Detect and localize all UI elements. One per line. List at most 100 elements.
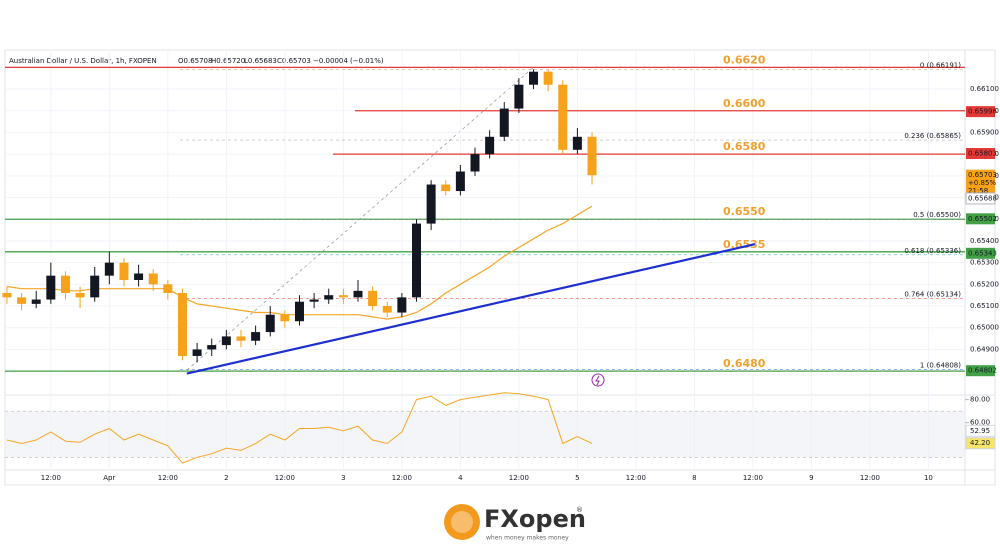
logo-icon: [444, 504, 480, 540]
x-tick-label: 12:00: [860, 474, 880, 482]
x-tick-label: 5: [575, 474, 579, 482]
level-label: 0.6535: [723, 238, 765, 251]
candle-body: [104, 262, 114, 276]
candle-body: [587, 136, 597, 176]
price-tag-label: 0.65996: [968, 108, 997, 116]
price-tag: [966, 148, 995, 159]
candle-body: [75, 293, 85, 298]
candle-body: [60, 275, 70, 294]
y-tick-label: 0.65100: [970, 302, 999, 310]
event-bolt: [595, 375, 600, 386]
y-tick-label: 0.66100: [970, 85, 999, 93]
price-tag-label: 0.65803: [968, 150, 997, 158]
level-label: 0.6580: [723, 140, 766, 153]
candle-body: [163, 284, 173, 294]
level-label: 0.6550: [723, 205, 766, 218]
x-tick-label: Apr: [103, 474, 115, 482]
candle-body: [499, 108, 509, 137]
fib-label: 0.764 (0.65134): [904, 291, 961, 299]
x-tick-label: 12:00: [743, 474, 763, 482]
rsi-tick-label: 60.00: [970, 419, 990, 427]
x-tick-label: 3: [341, 474, 345, 482]
candle-body: [338, 295, 348, 298]
candle-body: [31, 299, 41, 304]
candle-body: [251, 332, 261, 341]
candle-body: [411, 223, 421, 298]
candle-body: [368, 290, 378, 307]
candle-body: [324, 295, 334, 300]
fib-label: 0.5 (0.65500): [913, 211, 961, 219]
candle-body: [46, 275, 56, 300]
price-tag-extra: 21:58: [968, 187, 988, 195]
candle-body: [470, 154, 480, 172]
candle-body: [2, 293, 12, 298]
candle-body: [353, 290, 363, 298]
ohlc-value: O0.65708: [178, 57, 212, 65]
candle-body: [90, 275, 100, 298]
price-tag-label: 0.65502: [968, 215, 997, 223]
fib-label: 0 (0.66191): [920, 61, 961, 69]
candle-body: [441, 184, 451, 192]
x-tick-label: 2: [224, 474, 228, 482]
candle-body: [177, 293, 187, 356]
fib-label: 0.618 (0.65336): [904, 247, 961, 255]
candle-body: [558, 84, 568, 150]
ohlc-value: −0.00004 (−0.01%): [313, 57, 384, 65]
candle-body: [426, 184, 436, 224]
rsi-band: [5, 411, 965, 458]
candle-body: [207, 345, 217, 350]
candle-body: [148, 273, 158, 285]
fib-label: 1 (0.64808): [920, 361, 961, 369]
price-tag: [966, 106, 995, 118]
ohlc-value: C0.65703: [277, 57, 311, 65]
candle-body: [17, 297, 27, 304]
tagline: when money makes money: [486, 535, 569, 542]
x-tick-label: 12:00: [392, 474, 412, 482]
price-tag: [966, 365, 995, 377]
price-tag-label: 0.65343: [968, 249, 997, 257]
price-tag-label: 0.65688: [968, 194, 997, 202]
candle-body: [192, 349, 202, 356]
x-tick-label: 12:00: [41, 474, 61, 482]
x-tick-label: 10: [924, 474, 933, 482]
candle-body: [485, 136, 495, 155]
y-tick-label: 0.64900: [970, 345, 999, 353]
rsi-line: [6, 392, 593, 464]
price-tag: [965, 192, 996, 205]
candle-body: [382, 306, 392, 313]
candle-body: [294, 301, 304, 322]
candle-body: [134, 273, 144, 280]
y-tick-label: 0.65200: [970, 280, 999, 288]
ohlc-value: L0.65683: [244, 57, 277, 65]
x-tick-label: 12:00: [158, 474, 178, 482]
candle-body: [455, 171, 465, 192]
price-tag-extra: +0.85%: [968, 179, 996, 187]
level-label: 0.6600: [723, 97, 766, 110]
event-icon: [591, 373, 605, 387]
price-tag-label: 0.64802: [968, 367, 997, 375]
candle-body: [280, 314, 290, 322]
trendline: [186, 243, 756, 375]
candle-body: [397, 297, 407, 313]
candle-body: [236, 336, 246, 341]
x-tick-label: 12:00: [275, 474, 295, 482]
level-label: 0.6480: [723, 357, 766, 370]
price-tag-label: 0.65703: [968, 171, 997, 179]
x-tick-label: 4: [458, 474, 463, 482]
y-tick-label: 0.65900: [970, 128, 999, 136]
rsi-tag-label: 52.95: [970, 427, 990, 435]
candle-body: [265, 314, 275, 333]
candle-body: [309, 299, 319, 302]
ohlc-value: H0.65720: [211, 57, 245, 65]
brand-mark: ®: [576, 506, 583, 514]
x-tick-label: 8: [692, 474, 696, 482]
fib-anchor: [186, 65, 536, 371]
fib-label: 0.236 (0.65865): [904, 132, 961, 140]
y-tick-label: 0.65300: [970, 259, 999, 267]
y-tick-label: 0.65400: [970, 237, 999, 245]
candle-body: [572, 136, 582, 150]
logo-inner: [451, 511, 473, 533]
rsi-tag: [965, 437, 996, 450]
x-tick-label: 12:00: [509, 474, 529, 482]
